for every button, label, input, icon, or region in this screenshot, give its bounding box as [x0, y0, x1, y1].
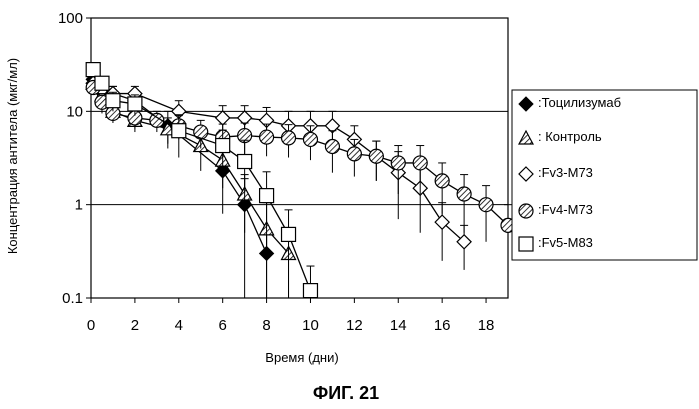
y-tick-label-3: 100	[58, 10, 83, 27]
data-point-fv4-m73-19	[479, 198, 493, 212]
x-tick-label-8: 16	[434, 317, 451, 334]
legend-label-fv4-m73: :Fv4-M73	[538, 202, 593, 217]
data-point-fv5-m83-4	[172, 124, 186, 138]
plot-area	[91, 18, 508, 298]
y-tick-label-2: 10	[66, 103, 83, 120]
legend-marker-fv5-m83	[519, 237, 533, 251]
legend-label-fv3-m73: :Fv3-M73	[538, 165, 593, 180]
x-tick-label-2: 4	[175, 317, 183, 334]
legend-label-fv5-m83: :Fv5-M83	[538, 235, 593, 250]
x-tick-label-9: 18	[478, 317, 495, 334]
x-tick-label-7: 14	[390, 317, 407, 334]
data-point-fv4-m73-11	[303, 132, 317, 146]
x-tick-label-0: 0	[87, 317, 95, 334]
plot-layer	[86, 18, 508, 303]
data-point-fv4-m73-15	[391, 156, 405, 170]
legend-label-control: : Контроль	[538, 129, 602, 144]
x-tick-label-1: 2	[131, 317, 139, 334]
data-point-fv4-m73-17	[435, 174, 449, 188]
x-tick-label-4: 8	[262, 317, 270, 334]
y-axis-title: Концентрация антитела (мкг/мл)	[5, 58, 20, 254]
data-point-fv5-m83-2	[106, 94, 120, 108]
data-point-fv5-m83-8	[282, 227, 296, 241]
x-axis-title: Время (дни)	[265, 350, 338, 365]
data-point-fv4-m73-18	[457, 187, 471, 201]
data-point-fv5-m83-0	[86, 63, 100, 77]
legend-marker-fv4-m73	[519, 204, 533, 218]
data-point-fv5-m83-6	[238, 155, 252, 169]
data-point-fv5-m83-9	[303, 284, 317, 298]
data-point-fv4-m73-10	[282, 131, 296, 145]
data-point-fv4-m73-13	[347, 147, 361, 161]
legend-label-tocilizumab: :Тоцилизумаб	[538, 95, 621, 110]
x-tick-label-3: 6	[219, 317, 227, 334]
data-point-fv5-m83-7	[260, 189, 274, 203]
data-point-fv5-m83-1	[95, 76, 109, 90]
figure-caption: ФИГ. 21	[313, 383, 379, 403]
data-point-fv4-m73-12	[325, 139, 339, 153]
y-tick-label-1: 1	[75, 197, 83, 214]
data-point-fv4-m73-9	[260, 130, 274, 144]
y-tick-label-0: 0.1	[62, 290, 83, 307]
data-point-fv5-m83-3	[128, 97, 142, 111]
data-point-fv4-m73-16	[413, 156, 427, 170]
x-tick-label-6: 12	[346, 317, 363, 334]
legend: :Тоцилизумаб : Контроль :Fv3-M73 :Fv4-M7…	[512, 90, 697, 260]
data-point-fv4-m73-14	[369, 149, 383, 163]
data-point-fv5-m83-5	[216, 139, 230, 153]
x-tick-label-5: 10	[302, 317, 319, 334]
